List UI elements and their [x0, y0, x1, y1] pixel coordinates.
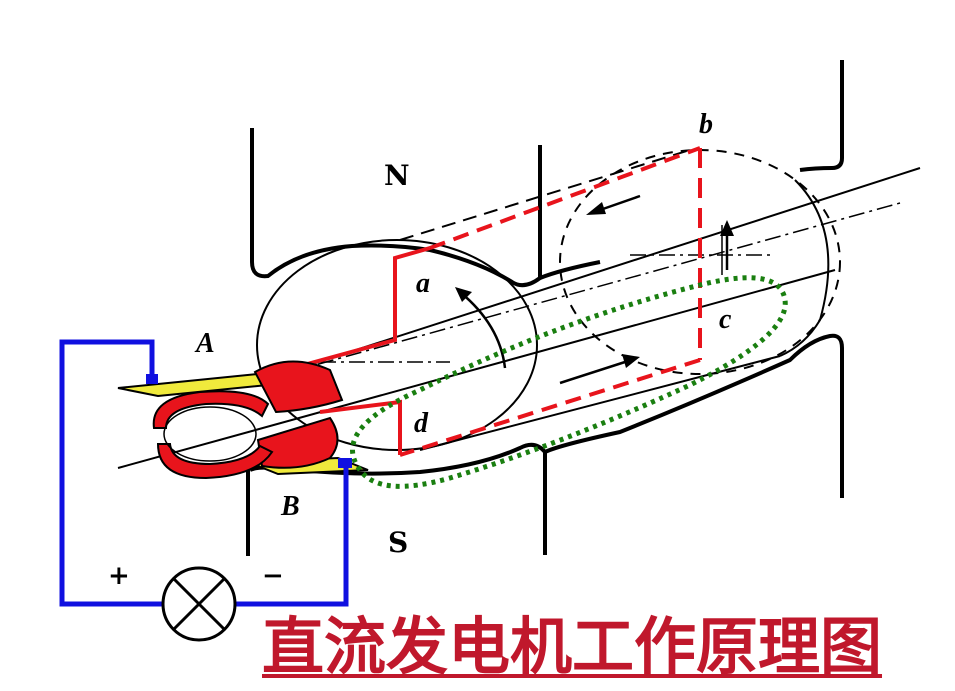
north-label: N [384, 159, 410, 192]
commutator-ring-bottom [156, 443, 274, 480]
diagram-caption: 直流发电机工作原理图 [262, 610, 883, 683]
brush-a-terminal [146, 374, 158, 384]
armature-top-edge [399, 149, 691, 241]
coil-front-top [299, 246, 431, 368]
plus-label: + [108, 561, 130, 591]
coil-top-side [429, 146, 701, 250]
brush-b-label: B [280, 491, 300, 522]
coil-c-label: c [719, 304, 732, 335]
armature-front-face [256, 239, 538, 451]
coil-b-label: b [699, 109, 713, 140]
current-arrow-bottom-head [622, 354, 640, 368]
circuit-wire [59, 339, 349, 607]
commutator-lower-segment [256, 416, 339, 469]
brush-a-label: A [194, 328, 215, 359]
current-arrow-top [599, 194, 641, 212]
rotation-arrow [459, 291, 507, 369]
shaft-axis [289, 202, 901, 373]
coil-d-label: d [414, 408, 429, 439]
lamp-icon [161, 566, 237, 642]
shaft-top-line [299, 167, 921, 369]
commutator-ring-top [152, 390, 270, 429]
south-pole-back [544, 333, 844, 498]
coil-bottom-side [399, 358, 701, 457]
brush-b-terminal [338, 458, 352, 468]
south-label: S [388, 526, 408, 559]
north-pole [250, 128, 542, 288]
commutator-ring-inner [163, 406, 257, 462]
current-arrow-top-head [586, 202, 606, 215]
commutator-upper-segment [253, 360, 344, 414]
rotation-arrow-head [455, 287, 472, 302]
minus-label: − [262, 561, 284, 591]
coil-a-label: a [416, 268, 430, 299]
north-pole-back [539, 60, 844, 280]
current-arrow-vertical-head [720, 220, 734, 236]
current-arrow-bottom [559, 360, 626, 385]
shaft-bottom-line [117, 269, 836, 469]
armature-back-solid [779, 179, 830, 357]
